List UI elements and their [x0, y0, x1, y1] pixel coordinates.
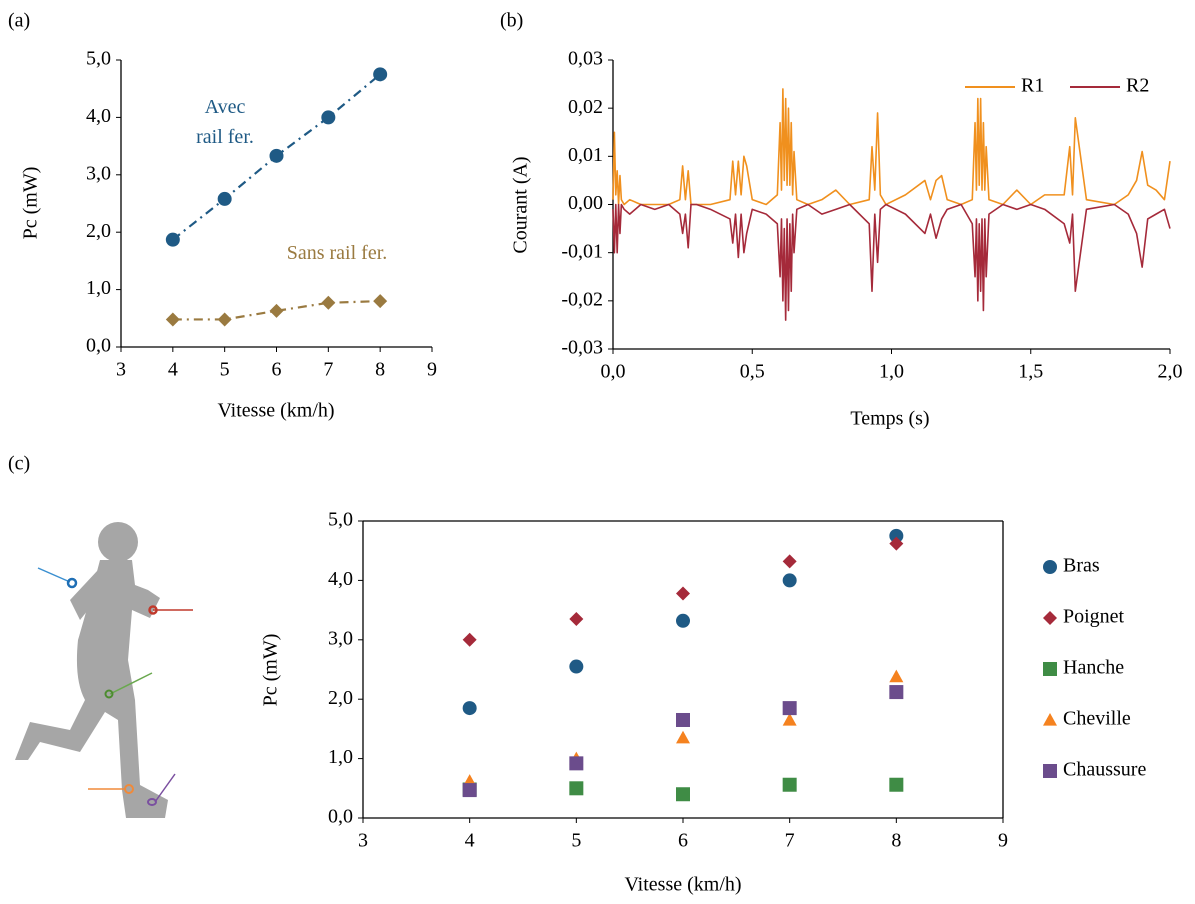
marker: [217, 312, 232, 327]
panel-label: (a): [8, 10, 30, 32]
x-tick-label: 0,0: [601, 361, 626, 383]
legend-label: R1: [1021, 75, 1044, 97]
marker: [569, 659, 584, 674]
marker: [676, 586, 690, 601]
y-tick-label: 3,0: [328, 627, 353, 649]
series-line: [612, 88, 1171, 206]
marker: [269, 148, 284, 163]
x-tick-label: 9: [998, 830, 1008, 852]
marker: [676, 613, 690, 628]
marker: [269, 303, 284, 318]
y-tick-label: -0,03: [561, 337, 603, 359]
legend-swatch: [1043, 611, 1057, 625]
marker: [569, 781, 584, 796]
x-tick-label: 2,0: [1158, 361, 1183, 383]
marker: [676, 712, 690, 727]
y-tick-label: 5,0: [328, 509, 353, 531]
marker: [676, 730, 690, 744]
series-annotation: Sans rail fer.: [286, 242, 388, 264]
x-tick-label: 1,5: [1018, 361, 1043, 383]
y-tick-label: 0,0: [328, 806, 353, 828]
marker: [782, 712, 797, 726]
marker: [676, 787, 690, 802]
x-tick-label: 5: [220, 359, 230, 381]
x-tick-label: 6: [272, 359, 282, 381]
y-axis-label: Pc (mW): [260, 634, 282, 707]
legend-label: Bras: [1063, 555, 1100, 577]
x-tick-label: 7: [785, 830, 795, 852]
y-tick-label: 2,0: [86, 220, 111, 242]
marker: [321, 110, 336, 125]
x-tick-label: 7: [323, 359, 333, 381]
legend-label: Hanche: [1063, 657, 1124, 679]
panel-label: (b): [500, 10, 523, 32]
y-tick-label: 4,0: [328, 568, 353, 590]
marker: [165, 232, 180, 247]
y-axis-label: Pc (mW): [20, 167, 42, 240]
series-line: [612, 203, 1171, 321]
x-axis-label: Vitesse (km/h): [624, 874, 741, 896]
legend-label: Poignet: [1063, 606, 1125, 628]
legend-label: R2: [1126, 75, 1149, 97]
marker: [889, 536, 904, 551]
y-tick-label: -0,02: [561, 288, 603, 310]
x-tick-label: 1,0: [879, 361, 904, 383]
y-tick-label: 3,0: [86, 162, 111, 184]
y-tick-label: 5,0: [86, 48, 111, 70]
marker: [889, 669, 904, 683]
x-tick-label: 3: [116, 359, 126, 381]
marker: [889, 528, 904, 543]
x-tick-label: 0,5: [740, 361, 765, 383]
legend-label: Cheville: [1063, 708, 1131, 730]
marker: [782, 701, 797, 716]
y-tick-label: 2,0: [328, 687, 353, 709]
y-tick-label: 0,02: [568, 96, 603, 118]
marker: [889, 777, 904, 792]
marker: [782, 573, 797, 588]
trend-line: [172, 299, 381, 321]
x-tick-label: 4: [168, 359, 178, 381]
marker: [462, 701, 477, 716]
marker: [373, 67, 388, 82]
x-tick-label: 8: [375, 359, 385, 381]
marker: [569, 756, 584, 771]
legend-swatch: [1043, 560, 1057, 574]
marker: [462, 783, 477, 798]
marker: [889, 685, 904, 700]
x-axis-label: Temps (s): [850, 408, 929, 430]
runner-illustration: [15, 522, 193, 818]
panel-label: (c): [8, 453, 30, 475]
y-tick-label: 1,0: [328, 746, 353, 768]
y-tick-label: 1,0: [86, 277, 111, 299]
y-tick-label: 0,03: [568, 48, 603, 70]
y-tick-label: 4,0: [86, 105, 111, 127]
x-tick-label: 8: [891, 830, 901, 852]
marker: [217, 191, 232, 206]
x-tick-label: 4: [465, 830, 475, 852]
marker: [462, 632, 477, 647]
y-tick-label: -0,01: [561, 240, 603, 262]
marker: [321, 295, 336, 310]
x-tick-label: 6: [678, 830, 688, 852]
marker: [782, 554, 797, 569]
x-tick-label: 3: [358, 830, 368, 852]
legend-swatch: [1043, 764, 1057, 778]
x-tick-label: 5: [571, 830, 581, 852]
x-axis-label: Vitesse (km/h): [217, 400, 334, 422]
y-tick-label: 0,01: [568, 144, 603, 166]
marker: [373, 294, 388, 309]
series-annotation: Avec rail fer.: [196, 96, 254, 148]
y-axis-label: Courant (A): [510, 156, 532, 253]
marker: [782, 777, 797, 792]
legend-swatch: [1043, 713, 1057, 726]
marker: [165, 312, 180, 327]
legend-label: Chaussure: [1063, 759, 1146, 781]
marker: [569, 612, 584, 627]
y-tick-label: 0,00: [568, 192, 603, 214]
y-tick-label: 0,0: [86, 335, 111, 357]
legend-swatch: [1043, 662, 1057, 676]
x-tick-label: 9: [427, 359, 437, 381]
